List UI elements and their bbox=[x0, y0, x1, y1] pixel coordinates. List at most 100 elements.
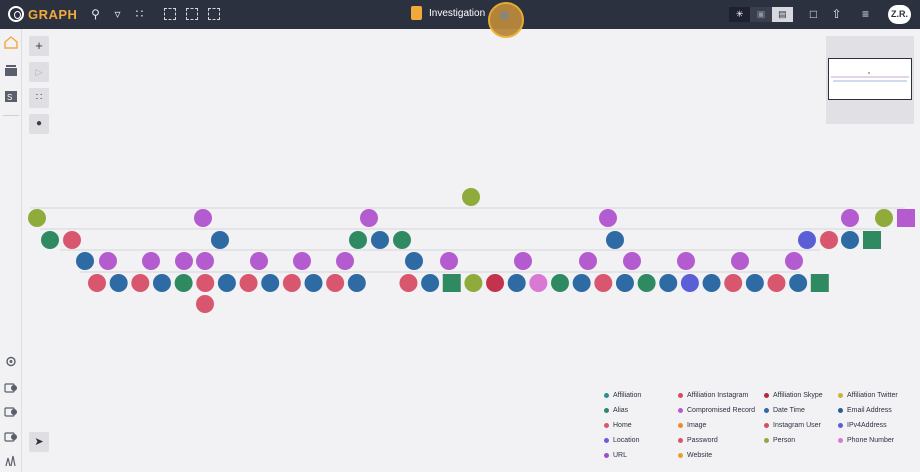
graph-node[interactable] bbox=[239, 274, 258, 292]
legend-item[interactable]: Password bbox=[678, 437, 718, 444]
minimap-viewport[interactable] bbox=[828, 58, 912, 100]
legend-item[interactable]: Phone Number bbox=[838, 437, 894, 444]
graph-node-square[interactable] bbox=[863, 231, 881, 249]
graph-node[interactable] bbox=[579, 252, 597, 270]
legend-item[interactable]: Alias bbox=[604, 407, 628, 414]
document-title[interactable]: Investigation bbox=[411, 6, 485, 20]
graph-node[interactable] bbox=[464, 274, 483, 292]
legend-item[interactable]: Affiliation Skype bbox=[764, 392, 823, 399]
graph-node[interactable] bbox=[615, 274, 634, 292]
home-icon[interactable] bbox=[4, 36, 18, 49]
graph-node[interactable] bbox=[196, 274, 215, 292]
graph-node[interactable] bbox=[680, 274, 699, 292]
plugin-icon-1[interactable] bbox=[4, 381, 18, 394]
graph-node[interactable] bbox=[731, 252, 749, 270]
graph-node[interactable] bbox=[174, 274, 193, 292]
settings-icon[interactable] bbox=[4, 355, 18, 368]
graph-node[interactable] bbox=[109, 274, 128, 292]
graph-node[interactable] bbox=[196, 295, 214, 313]
graph-node[interactable] bbox=[131, 274, 150, 292]
graph-node[interactable] bbox=[486, 274, 505, 292]
graph-node[interactable] bbox=[798, 231, 816, 249]
legend-item[interactable]: IPv4Address bbox=[838, 422, 887, 429]
layout-button[interactable]: ∷ bbox=[29, 88, 49, 108]
graph-node[interactable] bbox=[440, 252, 458, 270]
graph-node[interactable] bbox=[261, 274, 280, 292]
plugin-icon-2[interactable] bbox=[4, 405, 18, 418]
legend-item[interactable]: Home bbox=[604, 422, 632, 429]
graph-node[interactable] bbox=[841, 231, 859, 249]
graph-node[interactable] bbox=[551, 274, 569, 292]
graph-node[interactable] bbox=[63, 231, 81, 249]
legend-item[interactable]: Affiliation bbox=[604, 392, 641, 399]
graph-node[interactable] bbox=[304, 274, 323, 292]
table-view-icon[interactable]: ▤ bbox=[771, 7, 793, 22]
app-logo[interactable]: GRAPH bbox=[8, 6, 77, 22]
search-icon[interactable]: ⚲ bbox=[91, 7, 100, 21]
graph-node[interactable] bbox=[606, 231, 624, 249]
graph-node[interactable] bbox=[142, 252, 160, 270]
graph-node[interactable] bbox=[702, 274, 721, 292]
graph-node[interactable] bbox=[282, 274, 301, 292]
graph-node[interactable] bbox=[659, 274, 678, 292]
minimap[interactable] bbox=[826, 36, 914, 124]
toggle-visibility-button[interactable]: ● bbox=[29, 114, 49, 134]
graph-node[interactable] bbox=[507, 274, 526, 292]
select-list-icon[interactable] bbox=[208, 8, 220, 20]
graph-node-square[interactable] bbox=[810, 274, 829, 292]
graph-node[interactable] bbox=[88, 274, 106, 292]
graph-node[interactable] bbox=[572, 274, 591, 292]
share-icon[interactable]: ⇧ bbox=[831, 7, 842, 21]
graph-node[interactable] bbox=[677, 252, 695, 270]
graph-node[interactable] bbox=[841, 209, 859, 227]
graph-node[interactable] bbox=[152, 274, 171, 292]
graph-node[interactable] bbox=[745, 274, 764, 292]
graph-node[interactable] bbox=[399, 274, 418, 292]
graph-node[interactable] bbox=[250, 252, 268, 270]
legend-item[interactable]: Website bbox=[678, 452, 712, 459]
legend-item[interactable]: Instagram User bbox=[764, 422, 821, 429]
graph-node[interactable] bbox=[349, 231, 367, 249]
graph-node[interactable] bbox=[594, 274, 613, 292]
legend-item[interactable]: URL bbox=[604, 452, 627, 459]
graph-node[interactable] bbox=[28, 209, 46, 227]
scripts-icon[interactable]: S bbox=[4, 90, 18, 103]
menu-icon[interactable]: ≡ bbox=[861, 7, 869, 21]
select-area-icon[interactable] bbox=[164, 8, 176, 20]
map-view-icon[interactable]: ▣ bbox=[756, 9, 766, 19]
graph-node[interactable] bbox=[175, 252, 193, 270]
graph-node[interactable] bbox=[767, 274, 786, 292]
graph-node[interactable] bbox=[789, 274, 808, 292]
graph-node[interactable] bbox=[623, 252, 641, 270]
legend-item[interactable]: Affiliation Instagram bbox=[678, 392, 748, 399]
graph-node[interactable] bbox=[875, 209, 893, 227]
legend-item[interactable]: Compromised Record bbox=[678, 407, 755, 414]
graph-node[interactable] bbox=[371, 231, 389, 249]
bookmark-icon[interactable]: □ bbox=[809, 7, 818, 21]
add-node-button[interactable]: + bbox=[29, 36, 49, 56]
graph-node[interactable] bbox=[393, 231, 411, 249]
graph-node[interactable] bbox=[336, 252, 354, 270]
graph-node[interactable] bbox=[421, 274, 440, 292]
graph-node[interactable] bbox=[514, 252, 532, 270]
graph-node[interactable] bbox=[326, 274, 345, 292]
graph-node[interactable] bbox=[41, 231, 59, 249]
legend-item[interactable]: Person bbox=[764, 437, 795, 444]
graph-node[interactable] bbox=[99, 252, 117, 270]
legend-item[interactable]: Location bbox=[604, 437, 639, 444]
chart-icon[interactable] bbox=[4, 454, 18, 467]
graph-node[interactable] bbox=[360, 209, 378, 227]
graph-node[interactable] bbox=[405, 252, 423, 270]
select-inverse-icon[interactable] bbox=[186, 8, 198, 20]
graph-node[interactable] bbox=[637, 274, 656, 292]
graph-node[interactable] bbox=[724, 274, 743, 292]
legend-item[interactable]: Image bbox=[678, 422, 706, 429]
legend-item[interactable]: Email Address bbox=[838, 407, 892, 414]
layers-icon[interactable] bbox=[4, 64, 18, 77]
graph-node[interactable] bbox=[785, 252, 803, 270]
user-avatar[interactable]: Z.R. bbox=[888, 5, 911, 24]
expand-button[interactable]: ▷ bbox=[29, 62, 49, 82]
legend-item[interactable]: Date Time bbox=[764, 407, 805, 414]
graph-node[interactable] bbox=[529, 274, 548, 292]
